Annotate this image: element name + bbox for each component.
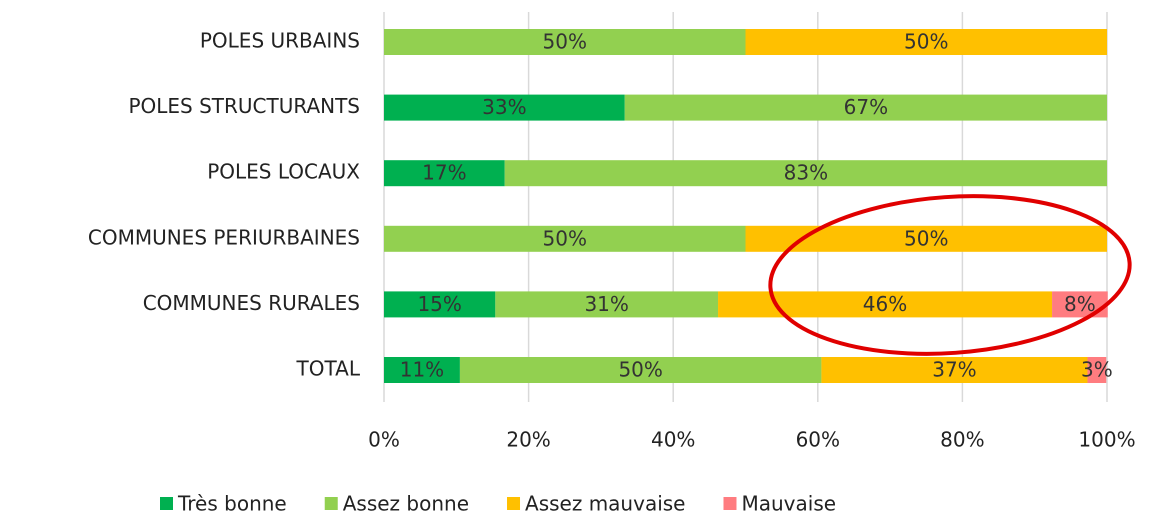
x-tick-label: 20% (506, 428, 550, 452)
y-tick-label: POLES LOCAUX (207, 160, 360, 184)
bar-segment (384, 94, 625, 121)
bar-segment (384, 357, 460, 383)
x-tick-label: 40% (651, 428, 695, 452)
bar-segment (1087, 357, 1107, 383)
data-label: 37% (932, 358, 976, 382)
legend-swatch (160, 497, 173, 510)
y-tick-label: COMMUNES PERIURBAINES (88, 225, 360, 249)
y-tick-label: POLES STRUCTURANTS (128, 94, 360, 118)
data-label: 33% (482, 95, 526, 119)
data-label: 50% (904, 30, 948, 54)
bar-segment (384, 29, 746, 55)
bar-segment (504, 160, 1108, 187)
data-label: 15% (417, 292, 461, 316)
bar-segment (384, 160, 505, 187)
x-tick-label: 0% (368, 428, 400, 452)
bar-segment (495, 291, 719, 318)
highlight-ellipse (768, 194, 1132, 356)
bar-segment (384, 225, 746, 252)
bar-segment (459, 357, 822, 383)
x-tick-label: 60% (796, 428, 840, 452)
bar-segment (384, 291, 496, 318)
data-label: 11% (400, 358, 444, 382)
data-label: 31% (584, 292, 628, 316)
data-label: 50% (543, 30, 587, 54)
bar-segment (745, 29, 1107, 55)
y-tick-label: POLES URBAINS (200, 29, 360, 53)
y-tick-label: TOTAL (296, 357, 361, 381)
x-tick-label: 80% (940, 428, 984, 452)
data-label: 3% (1081, 358, 1113, 382)
legend-swatch (723, 497, 737, 510)
data-label: 8% (1064, 292, 1096, 316)
data-label: 17% (422, 161, 466, 185)
data-label: 50% (618, 358, 662, 382)
data-label: 67% (844, 95, 888, 119)
bar-segment (1052, 291, 1108, 318)
data-label: 50% (543, 226, 587, 250)
legend-label: Mauvaise (741, 492, 836, 516)
bar-segment (624, 94, 1107, 121)
legend-label: Très bonne (177, 492, 287, 516)
data-label: 83% (784, 161, 828, 185)
legend-swatch (507, 497, 521, 510)
data-label: 50% (904, 226, 948, 250)
bar-segment (821, 357, 1088, 383)
y-tick-label: COMMUNES RURALES (143, 291, 360, 315)
x-tick-label: 100% (1078, 428, 1135, 452)
legend-swatch (324, 497, 338, 510)
legend-label: Assez bonne (343, 492, 469, 516)
data-label: 46% (863, 292, 907, 316)
legend-label: Assez mauvaise (525, 492, 685, 516)
